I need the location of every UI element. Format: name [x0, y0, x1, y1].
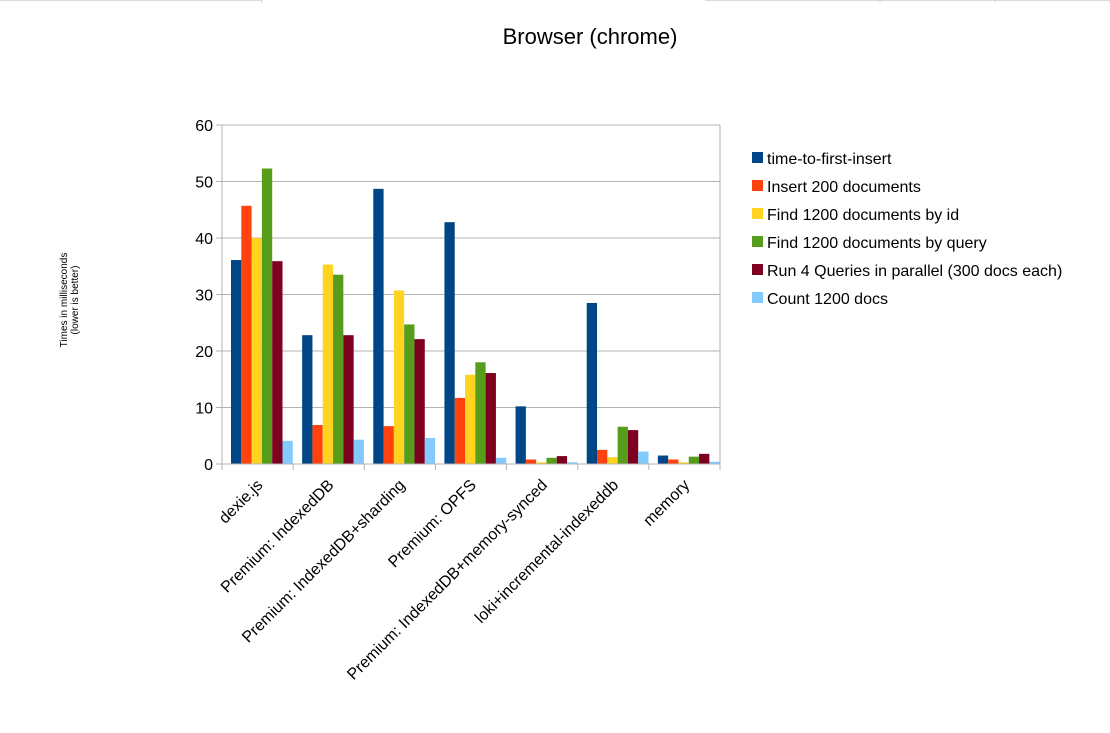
bars	[231, 168, 720, 465]
legend-label: Run 4 Queries in parallel (300 docs each…	[767, 263, 1062, 280]
bar-group-dexie-js	[231, 168, 293, 465]
y-tick-label: 20	[195, 344, 213, 361]
bar-count-1200-docs-loki-incremental-indexeddb	[638, 451, 649, 464]
bar-count-1200-docs-premium-indexeddb-sharding	[424, 438, 436, 464]
legend-label: Find 1200 documents by query	[767, 235, 987, 252]
legend-swatch	[752, 152, 763, 163]
bar-time-to-first-insert-premium-opfs	[444, 222, 455, 464]
bar-find-1200-documents-by-id-memory	[678, 462, 689, 464]
legend-label: Count 1200 docs	[767, 291, 888, 308]
bar-count-1200-docs-premium-opfs	[495, 457, 507, 464]
bar-find-1200-documents-by-query-premium-indexeddb	[333, 274, 344, 464]
legend-label: Find 1200 documents by id	[767, 207, 959, 224]
bar-time-to-first-insert-premium-indexeddb-sharding	[373, 188, 384, 464]
x-tick-label-dexie-js: dexie.js	[216, 477, 266, 527]
bar-find-1200-documents-by-id-premium-indexeddb-memory-synced	[536, 462, 547, 464]
y-tick-label: 40	[195, 231, 213, 248]
bar-run-4-queries-in-parallel-300-docs-each-premium-opfs	[485, 373, 496, 464]
y-axis-title: Times in milliseconds (lower is better)	[59, 253, 81, 348]
bar-find-1200-documents-by-query-premium-indexeddb-memory-synced	[546, 457, 557, 464]
bar-find-1200-documents-by-id-premium-indexeddb	[322, 264, 334, 464]
y-axis-title-line1: Times in milliseconds	[59, 253, 70, 348]
y-tick-labels: 0 10 20 30 40 50 60	[195, 118, 213, 474]
legend-item-insert-200-documents: Insert 200 documents	[752, 179, 921, 196]
bar-run-4-queries-in-parallel-300-docs-each-memory	[699, 453, 710, 464]
bar-run-4-queries-in-parallel-300-docs-each-premium-indexeddb	[343, 335, 354, 464]
bar-run-4-queries-in-parallel-300-docs-each-dexie-js	[272, 261, 283, 464]
bar-insert-200-documents-premium-indexeddb	[312, 425, 323, 464]
bar-group-memory	[657, 453, 720, 464]
y-tick-label: 50	[195, 175, 213, 192]
legend-swatch	[752, 292, 763, 303]
legend-item-find-1200-documents-by-query: Find 1200 documents by query	[752, 235, 987, 252]
x-tick-label-loki-incremental-indexeddb: loki+incremental-indexeddb	[472, 477, 622, 627]
bar-group-premium-opfs	[444, 222, 507, 464]
bar-find-1200-documents-by-query-loki-incremental-indexeddb	[617, 426, 628, 464]
legend-label: time-to-first-insert	[767, 151, 892, 168]
bar-find-1200-documents-by-id-dexie-js	[251, 238, 262, 464]
axes	[221, 125, 721, 470]
bar-find-1200-documents-by-id-premium-opfs	[465, 374, 476, 464]
legend-swatch	[752, 208, 763, 219]
legend-item-time-to-first-insert: time-to-first-insert	[752, 151, 892, 168]
bar-find-1200-documents-by-id-premium-indexeddb-sharding	[393, 290, 405, 464]
bar-time-to-first-insert-loki-incremental-indexeddb	[586, 302, 598, 464]
legend-swatch	[752, 264, 763, 275]
bar-count-1200-docs-memory	[709, 461, 720, 464]
bar-count-1200-docs-premium-indexeddb	[353, 439, 364, 464]
top-edge-lines	[0, 0, 1110, 3]
bar-insert-200-documents-dexie-js	[241, 205, 252, 465]
bar-find-1200-documents-by-query-memory	[688, 456, 700, 464]
bar-find-1200-documents-by-id-loki-incremental-indexeddb	[607, 457, 618, 464]
legend-swatch	[752, 236, 763, 247]
legend: time-to-first-insert Insert 200 documents…	[752, 151, 1062, 308]
bar-find-1200-documents-by-query-dexie-js	[261, 168, 273, 464]
bar-find-1200-documents-by-query-premium-indexeddb-sharding	[404, 324, 415, 464]
bar-insert-200-documents-loki-incremental-indexeddb	[597, 449, 608, 464]
legend-label: Insert 200 documents	[767, 179, 921, 196]
bar-time-to-first-insert-premium-indexeddb	[302, 335, 313, 464]
y-axis-title-line2: (lower is better)	[70, 266, 81, 335]
bar-group-premium-indexeddb-memory-synced	[515, 406, 578, 464]
bar-group-premium-indexeddb	[302, 264, 364, 464]
bar-insert-200-documents-premium-indexeddb-sharding	[383, 426, 394, 464]
bar-time-to-first-insert-premium-indexeddb-memory-synced	[515, 406, 526, 464]
y-tick-label: 0	[204, 457, 213, 474]
legend-swatch	[752, 180, 763, 191]
bar-count-1200-docs-premium-indexeddb-memory-synced	[567, 462, 578, 464]
bar-group-loki-incremental-indexeddb	[586, 302, 649, 464]
legend-item-find-1200-documents-by-id: Find 1200 documents by id	[752, 207, 959, 224]
chart-title: Browser (chrome)	[503, 24, 678, 49]
bar-run-4-queries-in-parallel-300-docs-each-premium-indexeddb-memory-synced	[556, 456, 568, 464]
bar-insert-200-documents-premium-opfs	[454, 397, 466, 464]
bar-group-premium-indexeddb-sharding	[373, 188, 436, 464]
y-tick-label: 60	[195, 118, 213, 135]
bar-insert-200-documents-premium-indexeddb-memory-synced	[525, 459, 537, 464]
y-tick-label: 10	[195, 401, 213, 418]
bar-run-4-queries-in-parallel-300-docs-each-premium-indexeddb-sharding	[414, 339, 425, 464]
x-tick-label-memory: memory	[640, 477, 693, 530]
bar-run-4-queries-in-parallel-300-docs-each-loki-incremental-indexeddb	[627, 430, 639, 464]
bar-insert-200-documents-memory	[668, 459, 679, 464]
bar-time-to-first-insert-memory	[657, 455, 669, 464]
bar-find-1200-documents-by-query-premium-opfs	[475, 362, 486, 464]
bar-count-1200-docs-dexie-js	[282, 440, 293, 464]
legend-item-count-1200-docs: Count 1200 docs	[752, 291, 888, 308]
bar-time-to-first-insert-dexie-js	[231, 260, 242, 464]
legend-item-run-4-queries-in-parallel-300-docs-each: Run 4 Queries in parallel (300 docs each…	[752, 263, 1062, 280]
y-tick-label: 30	[195, 288, 213, 305]
